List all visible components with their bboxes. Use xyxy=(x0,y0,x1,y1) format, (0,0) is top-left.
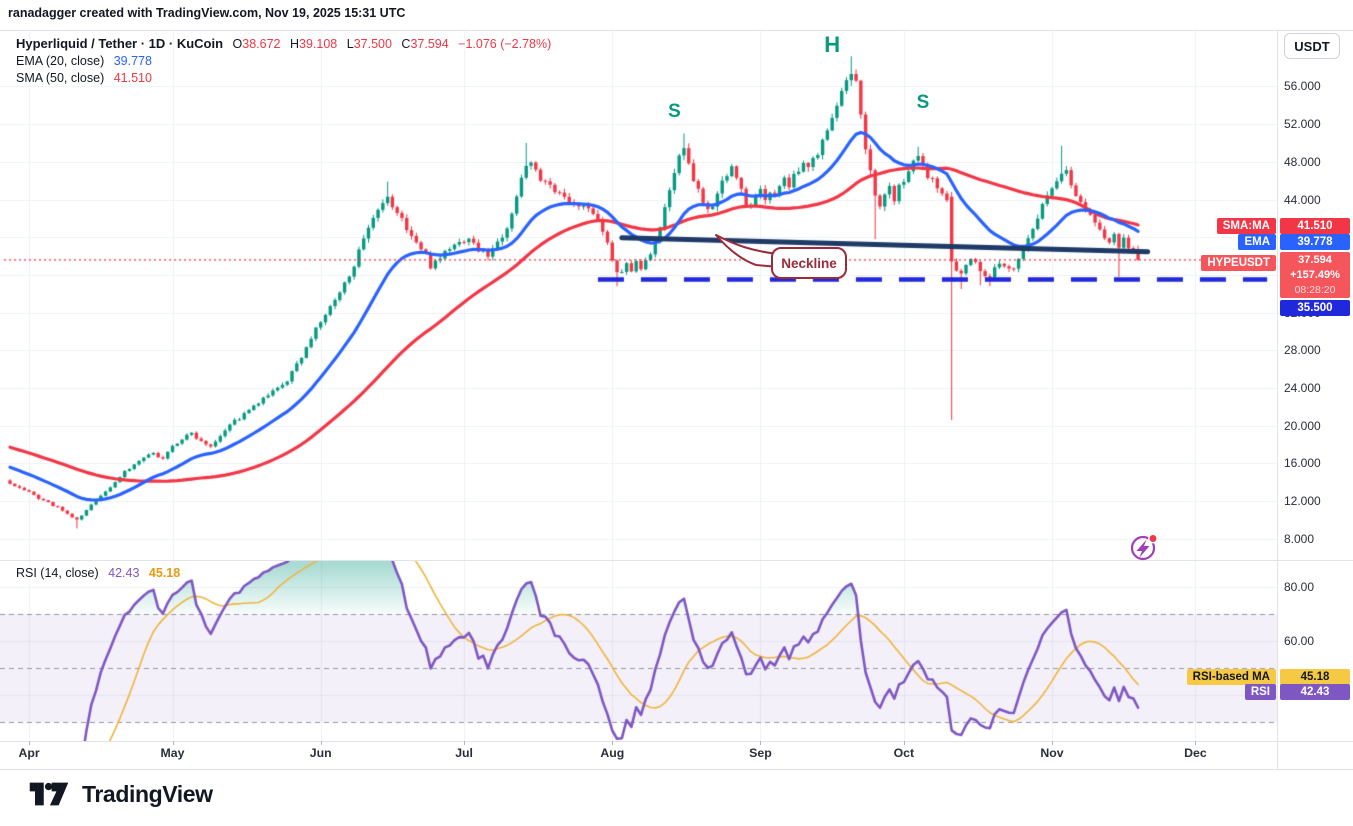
rsi-badge: 42.43 xyxy=(1280,684,1350,700)
tradingview-logo-icon xyxy=(29,782,69,806)
rsi-ma-axis-tag: RSI-based MA xyxy=(1186,669,1276,685)
low-label: L xyxy=(346,37,354,51)
rsi-label: RSI (14, close) xyxy=(16,566,99,580)
open-label: O xyxy=(232,37,243,51)
rsi-tick-label: 60.00 xyxy=(1284,634,1315,648)
rsi-ma-badge: 45.18 xyxy=(1280,669,1350,685)
time-axis-label: Aug xyxy=(600,746,625,760)
symbol-legend-row[interactable]: Hyperliquid / Tether · 1D · KuCoin O38.6… xyxy=(16,36,551,52)
time-axis-label: Sep xyxy=(749,746,772,760)
right-shoulder-label: S xyxy=(916,92,930,114)
rsi-bottom-border xyxy=(0,741,1353,742)
price-tick-label: 16.000 xyxy=(1284,456,1321,471)
price-tick-label: 20.000 xyxy=(1284,418,1321,433)
sma-label: SMA (50, close) xyxy=(16,71,105,85)
time-axis-tick xyxy=(464,741,465,745)
low-value: 37.500 xyxy=(353,37,392,51)
price-tick-label: 28.000 xyxy=(1284,343,1321,358)
price-tick-label: 8.000 xyxy=(1284,531,1315,546)
time-axis-label: Oct xyxy=(893,746,915,760)
time-axis-tick xyxy=(760,741,761,745)
rsi-value: 42.43 xyxy=(108,566,140,580)
bar-countdown: 08:28:20 xyxy=(1294,284,1336,296)
tradingview-brand-text: TradingView xyxy=(82,780,213,807)
ema-price-badge: 39.778 xyxy=(1280,234,1350,250)
price-tick-label: 44.000 xyxy=(1284,192,1321,207)
price-tick-label: 52.000 xyxy=(1284,117,1321,132)
symbol-title: Hyperliquid / Tether · 1D · KuCoin xyxy=(16,36,224,51)
chart-top-border xyxy=(0,30,1353,31)
time-axis-label: Jul xyxy=(455,746,473,760)
rsi-pane-canvas[interactable] xyxy=(0,560,1277,741)
main-legend: Hyperliquid / Tether · 1D · KuCoin O38.6… xyxy=(16,36,551,87)
time-axis-tick xyxy=(1052,741,1053,745)
last-price-value: 37.594 xyxy=(1298,254,1332,266)
ema-label: EMA (20, close) xyxy=(16,54,105,68)
price-axis-separator[interactable] xyxy=(1277,30,1278,769)
currency-toggle-button[interactable]: USDT xyxy=(1284,33,1340,59)
time-axis-tick xyxy=(29,741,30,745)
price-tick-label: 12.000 xyxy=(1284,494,1321,509)
time-axis-tick xyxy=(612,741,613,745)
close-value: 37.594 xyxy=(410,37,449,51)
time-axis-label: Nov xyxy=(1040,746,1064,760)
pane-divider[interactable] xyxy=(0,560,1353,561)
time-axis-tick xyxy=(904,741,905,745)
tradingview-brand[interactable]: TradingView xyxy=(26,780,213,808)
ema-legend-row[interactable]: EMA (20, close) 39.778 xyxy=(16,53,551,69)
rsi-ma-value: 45.18 xyxy=(148,566,181,580)
rsi-legend[interactable]: RSI (14, close) 42.43 45.18 xyxy=(16,565,180,581)
high-label: H xyxy=(289,37,300,51)
head-label: H xyxy=(824,32,841,58)
ema-axis-tag: EMA xyxy=(1238,234,1276,250)
last-price-badge: 37.594 +157.49% 08:28:20 xyxy=(1280,252,1350,298)
sma-price-badge: 41.510 xyxy=(1280,218,1350,234)
support-level-badge: 35.500 xyxy=(1280,300,1350,316)
ema-value: 39.778 xyxy=(113,54,152,68)
time-axis-tick xyxy=(321,741,322,745)
sma-axis-tag: SMA:MA xyxy=(1216,218,1276,234)
time-axis-tick xyxy=(1195,741,1196,745)
main-price-pane-canvas[interactable] xyxy=(0,30,1277,560)
rsi-tick-label: 80.00 xyxy=(1284,579,1315,594)
high-value: 39.108 xyxy=(299,37,338,51)
last-price-change: +157.49% xyxy=(1290,269,1340,281)
symbol-axis-tag: HYPEUSDT xyxy=(1201,255,1276,271)
price-tick-label: 48.000 xyxy=(1284,154,1321,169)
close-label: C xyxy=(401,37,411,51)
rsi-axis-tag: RSI xyxy=(1244,684,1276,700)
left-shoulder-label: S xyxy=(668,100,681,122)
sma-value: 41.510 xyxy=(113,71,152,85)
price-tick-label: 24.000 xyxy=(1284,381,1321,395)
time-axis-border xyxy=(0,769,1353,770)
chart-credit: ranadagger created with TradingView.com,… xyxy=(8,6,406,20)
time-axis-label: Dec xyxy=(1184,746,1207,760)
time-axis-label: Jun xyxy=(309,746,332,760)
time-axis-label: May xyxy=(160,746,185,760)
time-axis-tick xyxy=(173,741,174,745)
sma-legend-row[interactable]: SMA (50, close) 41.510 xyxy=(16,70,551,86)
open-value: 38.672 xyxy=(242,37,281,51)
price-tick-label: 56.000 xyxy=(1284,79,1321,94)
change-value: −1.076 (−2.78%) xyxy=(458,37,552,51)
time-axis-label: Apr xyxy=(18,746,40,760)
